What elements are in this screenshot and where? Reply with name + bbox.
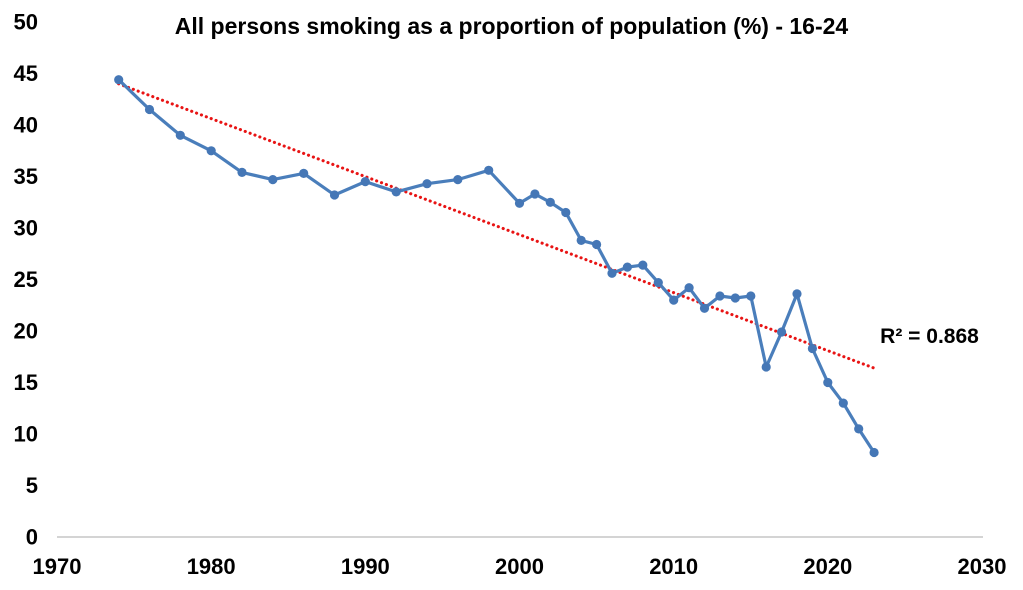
data-point-marker (622, 262, 633, 272)
data-point-marker (114, 75, 124, 85)
x-tick-label: 1980 (187, 554, 236, 579)
data-point-marker (807, 343, 818, 354)
data-point-marker (592, 239, 602, 250)
data-point-marker (684, 283, 694, 293)
data-point-marker (576, 235, 586, 245)
x-tick-label: 1970 (33, 554, 82, 579)
y-tick-label: 15 (14, 370, 38, 395)
data-point-marker (299, 168, 309, 178)
y-tick-label: 25 (14, 267, 38, 292)
data-point-marker (715, 291, 725, 301)
data-point-marker (144, 104, 155, 115)
x-tick-label: 2030 (958, 554, 1007, 579)
y-tick-label: 45 (14, 61, 38, 86)
data-point-marker (175, 130, 185, 140)
data-point-marker (699, 303, 710, 313)
y-tick-label: 30 (14, 216, 38, 241)
data-point-marker (530, 189, 540, 199)
y-tick-label: 50 (14, 10, 38, 35)
data-point-marker (514, 198, 525, 208)
y-tick-label: 10 (14, 422, 38, 447)
series-line (117, 78, 876, 455)
data-point-marker (453, 175, 463, 185)
data-point-marker (237, 167, 247, 177)
x-tick-label: 2020 (803, 554, 852, 579)
data-point-marker (206, 146, 216, 156)
trend-line (117, 82, 876, 370)
data-point-marker (545, 197, 555, 207)
data-point-marker (391, 187, 401, 197)
y-tick-label: 40 (14, 113, 38, 138)
data-point-marker (730, 293, 740, 303)
y-tick-label: 0 (26, 525, 38, 550)
data-point-marker (761, 362, 771, 372)
y-tick-label: 35 (14, 164, 38, 189)
data-point-marker (669, 295, 679, 305)
x-tick-label: 2010 (649, 554, 698, 579)
data-point-marker (638, 260, 648, 270)
data-point-marker (823, 377, 833, 388)
data-point-marker (869, 447, 879, 458)
data-point-marker (838, 398, 848, 408)
data-point-marker (792, 289, 802, 299)
x-tick-label: 1990 (341, 554, 390, 579)
y-tick-label: 20 (14, 319, 38, 344)
data-point-marker (360, 177, 370, 187)
data-point-marker (653, 278, 663, 288)
data-point-marker (607, 268, 617, 278)
data-point-marker (484, 165, 494, 175)
data-point-marker (268, 175, 278, 185)
data-point-marker (854, 424, 864, 434)
r-squared-annotation: R² = 0.868 (880, 325, 979, 348)
y-tick-label: 5 (26, 473, 38, 498)
data-point-marker (777, 327, 787, 337)
data-point-marker (329, 190, 340, 200)
data-point-marker (422, 179, 432, 189)
data-point-marker (561, 207, 571, 218)
x-tick-label: 2000 (495, 554, 544, 579)
data-point-marker (746, 291, 756, 301)
chart-title: All persons smoking as a proportion of p… (174, 13, 849, 39)
